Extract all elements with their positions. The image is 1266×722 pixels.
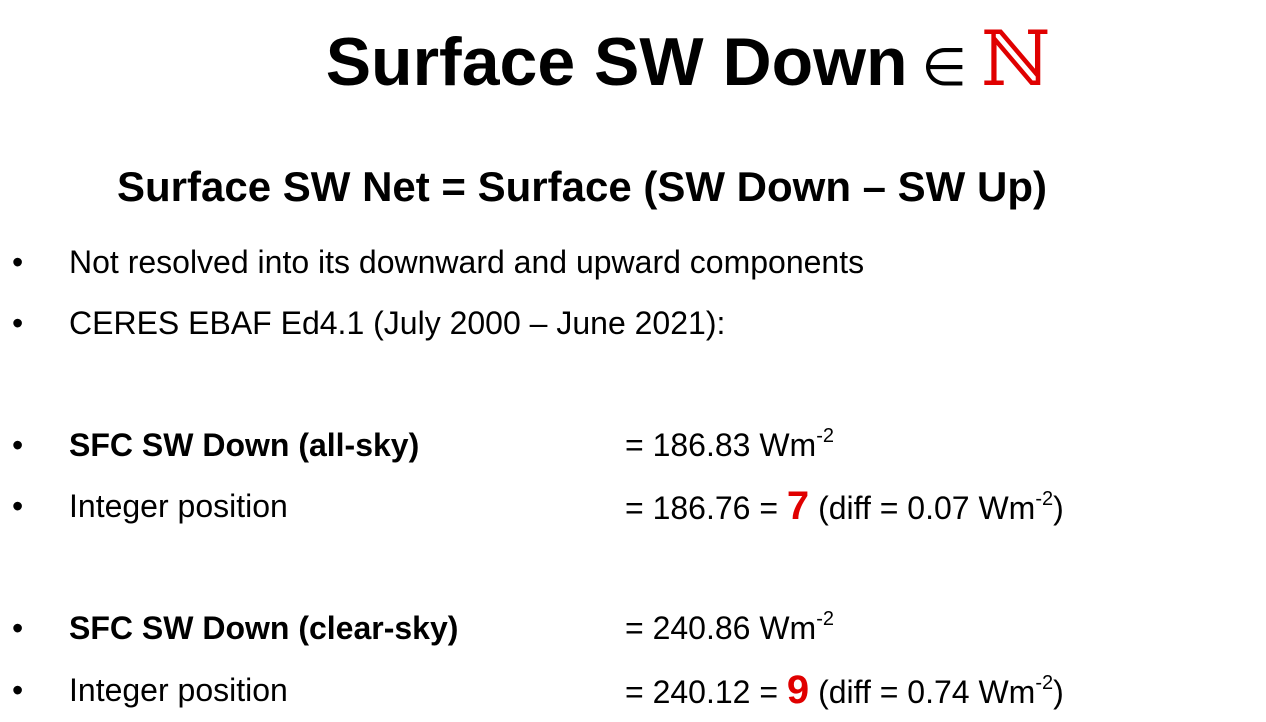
subtitle: Surface SW Net = Surface (SW Down – SW U…: [117, 163, 1047, 210]
value-sup: -2: [1035, 488, 1054, 510]
title: Surface SW Down ∈ ℕ: [0, 14, 1266, 103]
value-sup: -2: [816, 608, 834, 630]
value-prefix: = 186.76 =: [625, 490, 787, 526]
row-value: = 186.83 Wm-2: [625, 425, 834, 465]
row-value: = 186.76 = 7 (diff = 0.07 Wm-2): [625, 486, 1064, 528]
value-highlight: 9: [786, 668, 810, 712]
value-suffix: (diff = 0.74 Wm: [809, 674, 1036, 710]
row-label: Integer position: [69, 672, 288, 708]
bullet: •: [12, 244, 24, 280]
bullet: •: [12, 488, 24, 524]
row-value: = 240.86 Wm-2: [625, 608, 834, 648]
title-set: ℕ: [980, 14, 1051, 103]
value-suffix: (diff = 0.07 Wm: [809, 490, 1036, 526]
title-text: Surface SW Down: [325, 24, 908, 100]
value-close: ): [1053, 674, 1064, 710]
row-label: Integer position: [69, 488, 288, 524]
row-label: SFC SW Down (clear-sky): [69, 610, 459, 646]
bullet-text: Not resolved into its downward and upwar…: [69, 244, 865, 280]
bullet: •: [12, 427, 24, 463]
row-label: SFC SW Down (all-sky): [69, 427, 420, 463]
value-prefix: = 240.86 Wm: [625, 610, 817, 646]
value-sup: -2: [816, 425, 834, 447]
value-prefix: = 240.12 =: [625, 674, 787, 710]
row-value: = 240.12 = 9 (diff = 0.74 Wm-2): [625, 670, 1064, 712]
bullet: •: [12, 305, 24, 341]
value-close: ): [1053, 490, 1064, 526]
bullet: •: [12, 610, 24, 646]
title-symbol: ∈: [921, 38, 967, 98]
bullet-text: CERES EBAF Ed4.1 (July 2000 – June 2021)…: [69, 305, 726, 341]
value-sup: -2: [1035, 672, 1054, 694]
value-highlight: 7: [786, 484, 810, 528]
bullet: •: [12, 672, 24, 708]
value-prefix: = 186.83 Wm: [625, 427, 817, 463]
